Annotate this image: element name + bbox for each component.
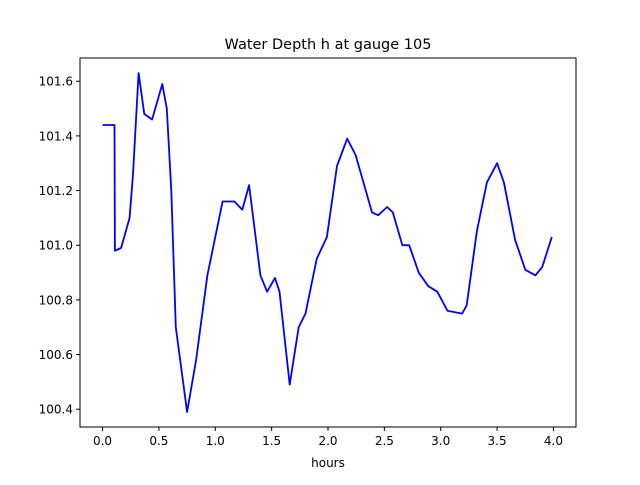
y-tick-label: 100.4 — [39, 403, 73, 417]
x-tick-label: 4.0 — [544, 434, 563, 448]
x-tick-label: 2.0 — [318, 434, 337, 448]
x-tick-label: 1.0 — [206, 434, 225, 448]
chart-title: Water Depth h at gauge 105 — [225, 37, 432, 53]
y-tick-label: 101.6 — [39, 75, 73, 89]
y-tick-label: 100.6 — [39, 348, 73, 362]
y-tick-label: 101.4 — [39, 129, 73, 143]
x-tick-label: 0.5 — [149, 434, 168, 448]
y-tick-label: 101.2 — [39, 184, 73, 198]
x-tick-label: 0.0 — [93, 434, 112, 448]
series-line-h — [102, 72, 553, 413]
x-axis-label: hours — [311, 456, 345, 470]
y-tick-label: 100.8 — [39, 293, 73, 307]
x-tick-label: 3.5 — [488, 434, 507, 448]
y-tick-label: 101.0 — [39, 239, 73, 253]
x-tick-label: 2.5 — [375, 434, 394, 448]
plot-frame — [79, 57, 577, 428]
x-tick-label: 1.5 — [262, 434, 281, 448]
x-tick-label: 3.0 — [431, 434, 450, 448]
